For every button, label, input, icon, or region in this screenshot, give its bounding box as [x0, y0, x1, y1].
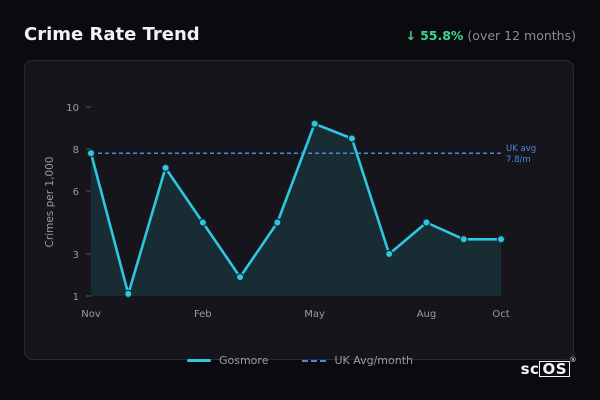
change-summary: ↓ 55.8% (over 12 months)	[406, 28, 576, 43]
chart-card	[24, 60, 574, 360]
data-point[interactable]	[161, 163, 170, 173]
data-point[interactable]	[86, 148, 96, 158]
y-tick-label: 8	[73, 145, 79, 156]
change-note: (over 12 months)	[467, 28, 576, 43]
page-title: Crime Rate Trend	[24, 24, 200, 45]
data-point[interactable]	[273, 218, 282, 227]
x-tick-label: Oct	[492, 309, 509, 320]
data-point[interactable]	[198, 218, 208, 227]
y-tick-label: 10	[66, 103, 79, 114]
y-axis-label: Crimes per 1,000	[44, 157, 56, 248]
uk-average-label: UK avg	[506, 144, 536, 154]
legend-item-uk-average[interactable]: UK Avg/month	[302, 354, 413, 367]
data-point[interactable]	[310, 119, 319, 129]
data-point[interactable]	[124, 289, 133, 299]
brand-logo: sc OS ®	[520, 356, 577, 378]
legend-label-gosmore: Gosmore	[218, 354, 269, 367]
down-arrow-icon: ↓	[405, 28, 417, 43]
data-point[interactable]	[459, 235, 468, 244]
data-point[interactable]	[496, 235, 506, 244]
series-line-gosmore	[89, 122, 503, 296]
y-tick-label: 6	[73, 187, 79, 198]
legend-swatch-uk-average	[302, 359, 327, 362]
legend-item-gosmore[interactable]: Gosmore	[186, 354, 269, 367]
y-tick-label: 3	[73, 250, 79, 261]
uk-average-value-label: 7.8/m	[506, 155, 531, 165]
data-point[interactable]	[235, 272, 245, 282]
legend: Gosmore UK Avg/month	[0, 354, 600, 367]
y-tick-label: 1	[73, 292, 79, 303]
data-point[interactable]	[422, 218, 431, 227]
x-tick-label: Aug	[417, 309, 437, 320]
legend-swatch-gosmore	[186, 359, 211, 362]
x-tick-label: May	[304, 309, 325, 320]
data-point[interactable]	[347, 134, 357, 143]
legend-label-uk-average: UK Avg/month	[334, 354, 414, 367]
change-percent: 55.8%	[420, 28, 464, 43]
data-point[interactable]	[384, 249, 394, 259]
x-tick-label: Feb	[194, 309, 212, 320]
series-area-gosmore	[91, 123, 501, 296]
x-tick-label: Nov	[81, 309, 101, 320]
